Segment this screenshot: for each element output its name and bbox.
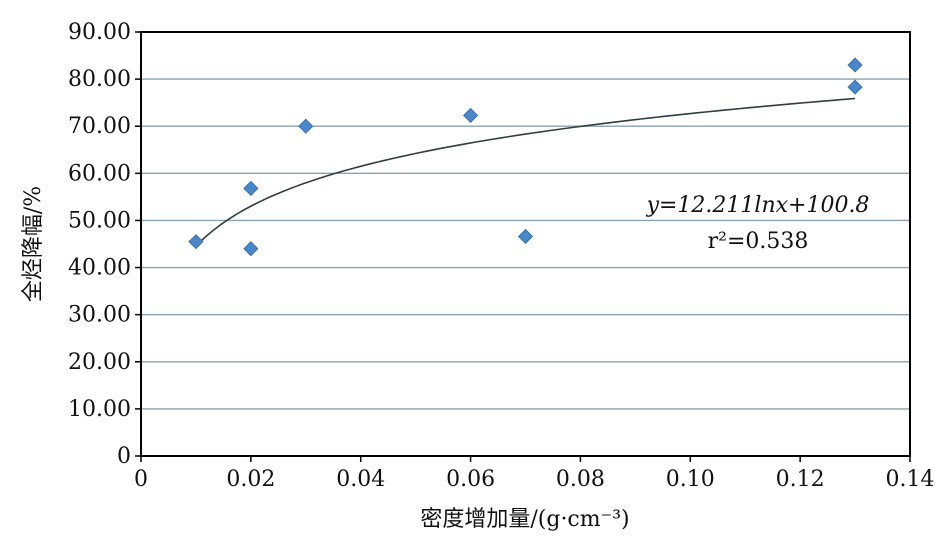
y-tick-label: 70.00 [68, 114, 131, 139]
x-tick-label: 0.06 [446, 467, 495, 492]
data-point [517, 228, 534, 245]
y-tick-label: 10.00 [68, 397, 131, 422]
gridlines [141, 78, 910, 410]
x-tick-label: 0.14 [886, 467, 935, 492]
data-point [188, 234, 204, 250]
y-tick-label: 50.00 [68, 208, 131, 233]
x-tick-label: 0.12 [776, 467, 825, 492]
y-tick-label: 60.00 [68, 161, 131, 186]
y-tick-label: 80.00 [68, 67, 131, 92]
y-tick-label: 30.00 [68, 303, 131, 328]
y-axis-ticks: 0 10.00 20.00 30.00 40.00 50.00 60.00 70.00 80.0… [68, 20, 141, 469]
x-tick-label: 0.08 [556, 467, 605, 492]
data-point [847, 79, 863, 95]
y-tick-label: 40.00 [68, 256, 131, 281]
data-point [243, 241, 259, 257]
data-point [243, 180, 259, 196]
x-tick-label: 0.02 [226, 467, 275, 492]
y-tick-label: 20.00 [68, 350, 131, 375]
x-axis-ticks: 0 0.02 0.04 0.06 0.08 0.10 0.12 0.14 [134, 456, 934, 492]
trend-r2: r²=0.538 [708, 229, 809, 254]
plot-frame [140, 31, 911, 457]
x-tick-label: 0.10 [666, 467, 715, 492]
x-tick-label: 0 [134, 467, 148, 492]
y-tick-label: 0 [117, 444, 131, 469]
y-axis-label: 全烃降幅/% [21, 186, 46, 302]
x-axis-label: 密度增加量/(g·cm⁻³) [420, 507, 629, 532]
data-point [298, 118, 314, 134]
trend-equation: y=12.211lnx+100.8 [646, 193, 870, 218]
data-point [847, 57, 863, 73]
data-point [463, 107, 479, 123]
y-tick-label: 90.00 [68, 20, 131, 45]
trendline [195, 97, 856, 247]
data-points [188, 57, 863, 257]
x-tick-label: 0.04 [336, 467, 385, 492]
